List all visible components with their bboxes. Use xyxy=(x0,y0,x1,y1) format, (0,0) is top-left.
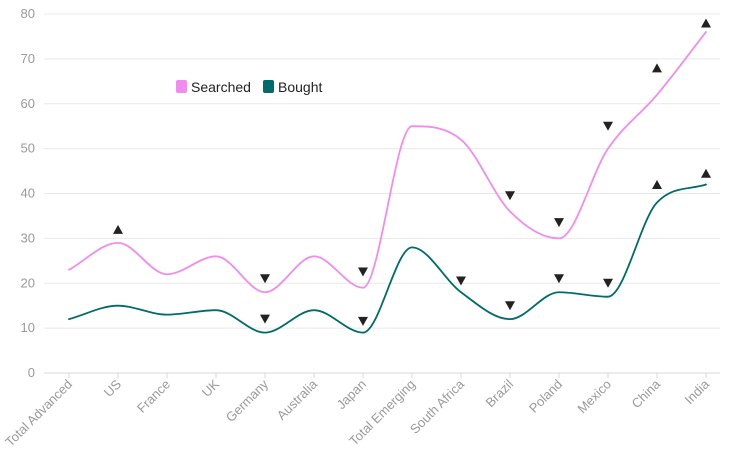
x-tick-label: Mexico xyxy=(574,377,614,417)
x-tick-label: Brazil xyxy=(483,376,517,410)
annotation-down-triangle-icon xyxy=(260,314,270,324)
annotation-down-triangle-icon xyxy=(505,191,515,201)
annotation-down-triangle-icon xyxy=(554,218,564,228)
x-tick-label: Germany xyxy=(223,376,272,425)
x-tick-label: Japan xyxy=(333,377,369,413)
x-tick-label: Australia xyxy=(274,376,321,423)
annotation-down-triangle-icon xyxy=(358,267,368,277)
grid-lines xyxy=(44,13,720,374)
annotation-down-triangle-icon xyxy=(603,121,613,131)
legend: Searched Bought xyxy=(176,79,322,95)
y-tick-label-60: 60 xyxy=(21,96,35,111)
y-tick-label-20: 20 xyxy=(21,275,35,290)
y-tick-label-40: 40 xyxy=(21,186,35,201)
annotation-up-triangle-icon xyxy=(701,168,711,178)
y-tick-label-10: 10 xyxy=(21,320,35,335)
x-tick-label: Poland xyxy=(526,377,565,416)
legend-swatch-searched xyxy=(176,80,187,93)
legend-label-searched: Searched xyxy=(191,79,251,95)
annotation-markers xyxy=(113,18,711,326)
series-line-bought xyxy=(68,183,707,334)
x-tick-label: Total Advanced xyxy=(2,377,75,450)
annotation-up-triangle-icon xyxy=(701,18,711,28)
x-tick-label: US xyxy=(101,376,125,400)
y-axis-ticks: 0 10 20 30 40 50 60 70 80 xyxy=(21,6,35,380)
annotation-up-triangle-icon xyxy=(652,63,662,73)
series-line-searched xyxy=(68,31,707,294)
annotation-up-triangle-icon xyxy=(113,224,123,234)
series-lines xyxy=(68,31,707,334)
y-tick-label-0: 0 xyxy=(28,365,35,380)
annotation-down-triangle-icon xyxy=(554,274,564,284)
legend-label-bought: Bought xyxy=(278,79,322,95)
x-tick-label: UK xyxy=(199,376,223,400)
annotation-up-triangle-icon xyxy=(652,180,662,190)
annotation-down-triangle-icon xyxy=(456,276,466,286)
annotation-down-triangle-icon xyxy=(603,278,613,288)
y-tick-label-50: 50 xyxy=(21,141,35,156)
y-tick-label-80: 80 xyxy=(21,6,35,21)
x-tick-label: India xyxy=(682,376,713,407)
y-tick-label-70: 70 xyxy=(21,51,35,66)
annotation-down-triangle-icon xyxy=(358,316,368,326)
x-tick-label: France xyxy=(134,377,173,416)
x-tick-label: China xyxy=(628,376,663,411)
x-axis-ticks: Total Advanced US France UK Germany Australia… xyxy=(2,373,713,450)
legend-swatch-bought xyxy=(263,80,274,93)
annotation-down-triangle-icon xyxy=(505,301,515,311)
y-tick-label-30: 30 xyxy=(21,230,35,245)
annotation-down-triangle-icon xyxy=(260,274,270,284)
